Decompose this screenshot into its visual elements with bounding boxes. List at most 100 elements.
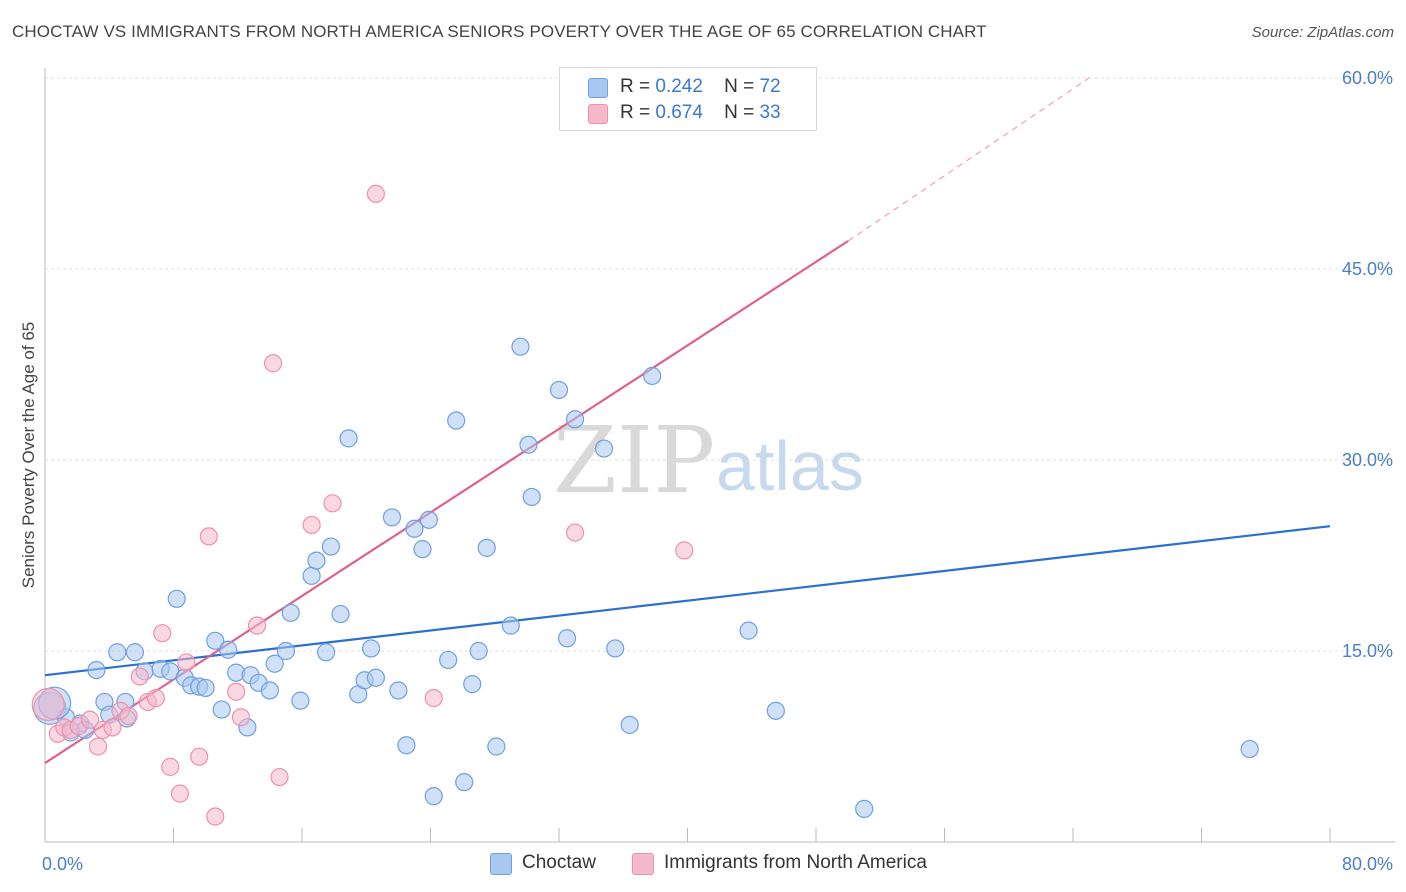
chart-title: CHOCTAW VS IMMIGRANTS FROM NORTH AMERICA… [12,22,987,41]
series-label-choctaw: Choctaw [522,852,596,873]
point-choctaw [87,660,106,680]
point-choctaw [339,429,358,448]
point-choctaw [447,411,466,430]
point-choctaw [557,629,577,648]
point-immigrants [424,689,443,708]
point-immigrants [153,624,172,643]
series-swatch-choctaw [490,853,512,875]
point-immigrants [227,682,246,701]
point-choctaw [463,675,482,694]
point-choctaw [405,519,424,538]
legend-r-label: R = [620,76,651,97]
x-tick-label: 80.0% [1342,854,1393,874]
point-immigrants [119,706,138,726]
point-choctaw [424,787,443,806]
x-tick-label: 0.0% [42,854,83,874]
legend-n-value: 33 [759,102,781,123]
trend-line-choctaw [44,525,1331,677]
point-immigrants [565,523,585,542]
point-immigrants [231,708,251,727]
point-choctaw [487,737,506,756]
point-immigrants [247,616,267,635]
point-choctaw [331,604,350,624]
point-choctaw [366,668,385,687]
point-choctaw [260,681,279,700]
point-immigrants [161,757,180,776]
legend-r-value: 0.674 [655,102,703,123]
point-choctaw [219,640,238,659]
point-immigrants [366,184,385,203]
point-immigrants [323,494,342,513]
source-label: Source: [1251,24,1304,41]
point-immigrants [263,354,283,373]
point-immigrants [170,784,190,803]
point-choctaw [321,537,341,556]
y-tick-label: 30.0% [1342,450,1393,470]
point-choctaw [125,643,145,662]
point-choctaw [361,639,381,658]
point-immigrants [206,807,225,826]
point-immigrants [302,515,321,535]
point-choctaw [620,715,639,734]
watermark-atlas: atlas [716,427,864,505]
point-immigrants [199,527,218,546]
point-immigrants [88,737,108,756]
point-immigrants [177,653,196,672]
y-axis-title: Seniors Poverty Over the Age of 65 [19,322,38,588]
legend-n-label: N = [724,102,755,123]
point-choctaw [206,631,225,650]
point-choctaw [413,540,432,559]
y-tick-label: 60.0% [1342,68,1393,88]
point-choctaw [389,681,408,700]
legend-r-label: R = [620,102,651,123]
series-label-immigrants: Immigrants from North America [664,852,927,873]
legend-n-label: N = [724,76,755,97]
point-choctaw [855,799,874,818]
y-tick-label: 15.0% [1342,641,1393,661]
point-immigrants [190,747,209,766]
point-choctaw [167,589,186,608]
trend-line-extension [847,77,1090,242]
point-choctaw [196,678,215,698]
stats-legend: R = 0.242 N = 72 R = 0.674 N = 33 [559,67,817,131]
legend-text-choctaw: R = 0.242 N = 72 [620,76,781,98]
grid [45,77,1395,652]
point-choctaw [643,366,662,386]
point-choctaw [281,603,300,622]
source-note: Source: ZipAtlas.com [1252,24,1394,41]
point-choctaw [307,551,326,570]
point-immigrants [675,541,694,560]
point-choctaw [519,435,538,454]
point-choctaw [108,643,127,662]
point-choctaw [212,700,231,719]
data-points [31,72,1259,826]
point-immigrants [31,687,65,722]
point-choctaw [419,510,438,529]
point-choctaw [1240,739,1259,759]
legend-swatch-choctaw [588,78,608,98]
point-immigrants [103,718,122,737]
point-choctaw [276,641,296,661]
point-choctaw [511,337,530,356]
point-choctaw [477,538,496,557]
point-choctaw [316,643,336,662]
tick-labels: 15.0% 30.0% 45.0% 60.0% 0.0% 80.0% [42,68,1393,874]
point-choctaw [766,701,785,720]
point-choctaw [594,439,614,458]
point-choctaw [565,410,585,429]
legend-n-value: 72 [759,76,781,97]
point-immigrants [80,710,100,729]
point-choctaw [469,641,488,661]
point-choctaw [549,380,569,400]
series-legend: Choctaw Immigrants from North America [0,852,1406,880]
point-choctaw [501,616,520,635]
point-choctaw [455,773,474,792]
point-choctaw [302,566,321,585]
legend-r-value: 0.242 [655,76,703,97]
point-immigrants [130,667,149,686]
point-choctaw [439,650,458,670]
point-choctaw [606,639,625,658]
series-swatch-immigrants [632,853,654,875]
point-choctaw [382,508,402,527]
